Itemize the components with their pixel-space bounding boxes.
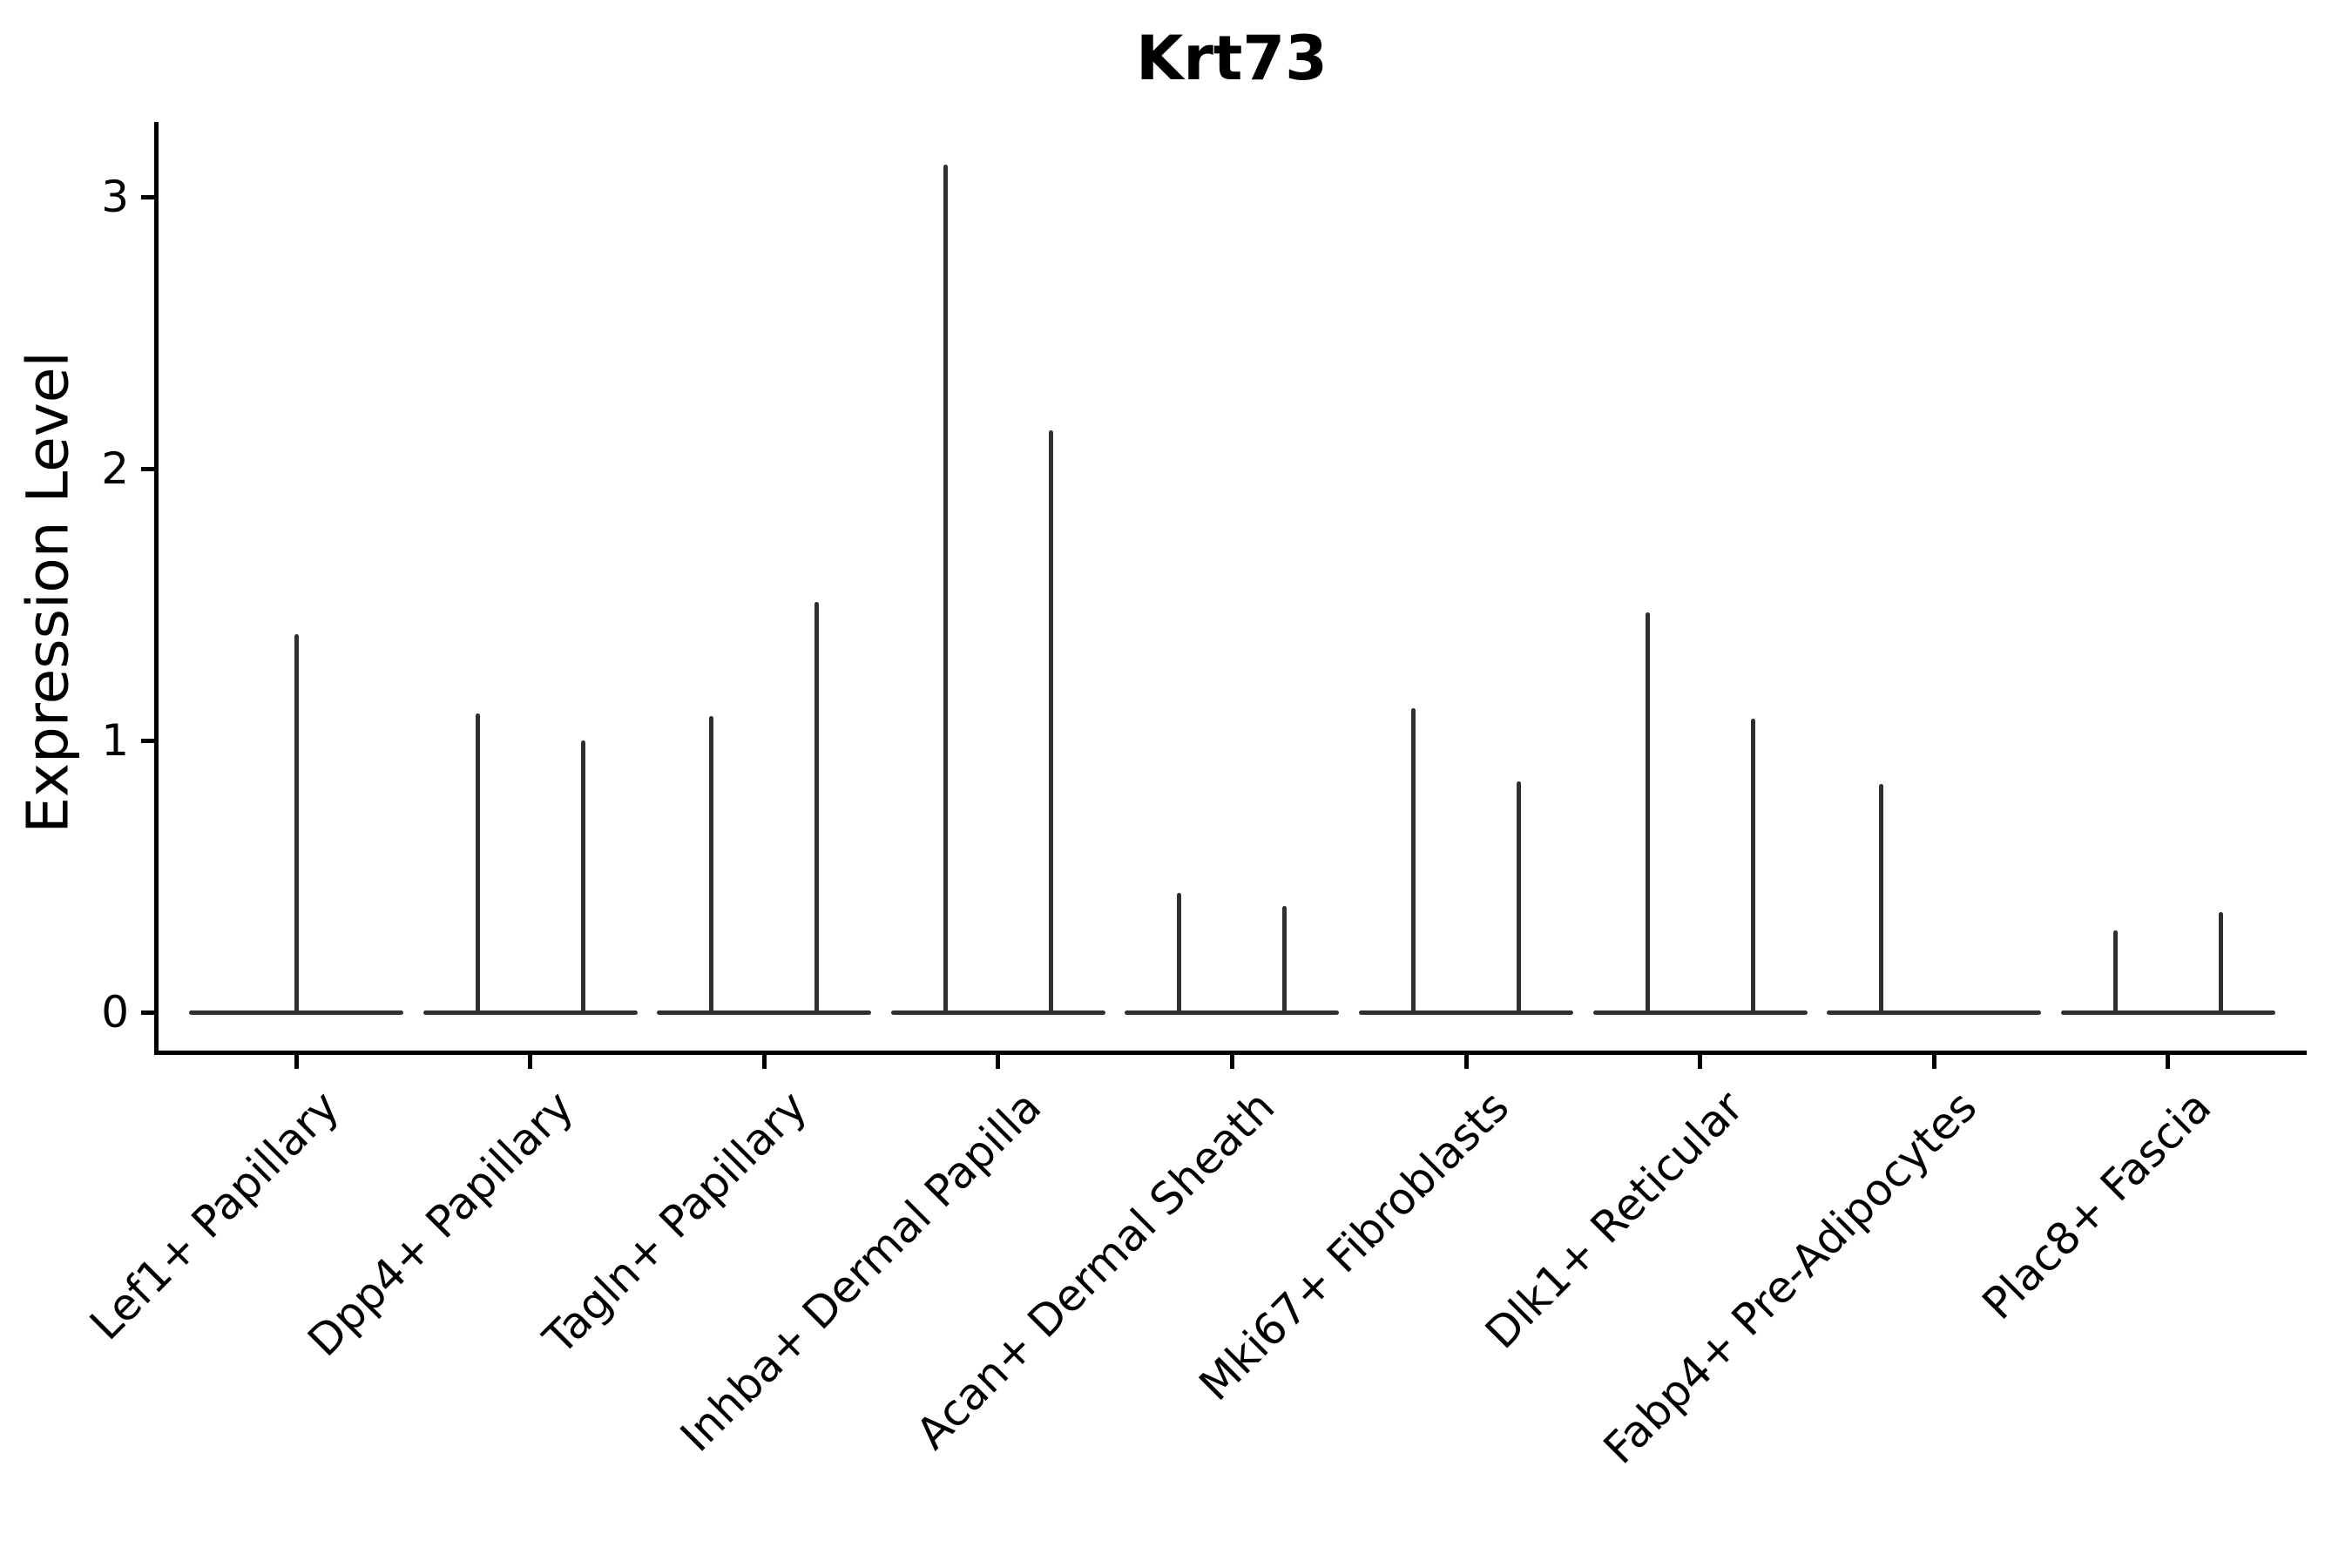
violin-baseline bbox=[890, 1010, 1105, 1015]
violin-spike bbox=[580, 740, 585, 1012]
violin-spike bbox=[943, 164, 948, 1012]
violin-spike bbox=[1048, 430, 1053, 1012]
violin-spike bbox=[1177, 892, 1182, 1012]
violin-spike bbox=[2112, 930, 2118, 1012]
violin-baseline bbox=[1125, 1010, 1340, 1015]
violin-spike bbox=[814, 601, 820, 1012]
violin-spike bbox=[475, 713, 480, 1012]
x-tick-mark bbox=[294, 1055, 299, 1069]
x-tick-mark bbox=[528, 1055, 533, 1069]
y-tick-label: 1 bbox=[101, 715, 129, 766]
violin-spike bbox=[2218, 911, 2223, 1012]
y-tick-mark bbox=[141, 466, 154, 471]
violin-baseline bbox=[189, 1010, 403, 1015]
violin-baseline bbox=[1592, 1010, 1808, 1015]
y-tick-mark bbox=[141, 1010, 154, 1015]
x-tick-mark bbox=[1698, 1055, 1703, 1069]
violin-baseline bbox=[1827, 1010, 2042, 1015]
violin-spike bbox=[1411, 707, 1416, 1012]
x-tick-mark bbox=[1463, 1055, 1469, 1069]
x-tick-mark bbox=[1229, 1055, 1234, 1069]
violin-spike bbox=[1645, 612, 1650, 1012]
violin-spike bbox=[1282, 906, 1288, 1012]
violin-spike bbox=[709, 715, 714, 1012]
y-axis-line bbox=[154, 122, 159, 1055]
violin-spike bbox=[1517, 781, 1521, 1012]
y-tick-mark bbox=[141, 194, 154, 199]
x-axis-line bbox=[154, 1051, 2307, 1055]
x-tick-mark bbox=[996, 1055, 1001, 1069]
violin-baseline bbox=[422, 1010, 638, 1015]
x-tick-mark bbox=[2166, 1055, 2171, 1069]
x-tick-mark bbox=[1931, 1055, 1936, 1069]
y-tick-label: 3 bbox=[101, 172, 129, 222]
violin-baseline bbox=[657, 1010, 872, 1015]
violin-spike bbox=[294, 634, 299, 1012]
violin-spike bbox=[1750, 719, 1755, 1012]
y-tick-mark bbox=[141, 738, 154, 743]
y-tick-label: 2 bbox=[101, 443, 129, 494]
violin-baseline bbox=[2060, 1010, 2275, 1015]
violin-baseline bbox=[1359, 1010, 1573, 1015]
violin-spike bbox=[1879, 783, 1884, 1012]
x-tick-mark bbox=[761, 1055, 767, 1069]
y-tick-label: 0 bbox=[101, 987, 129, 1037]
plot-title: Krt73 bbox=[1136, 23, 1328, 94]
